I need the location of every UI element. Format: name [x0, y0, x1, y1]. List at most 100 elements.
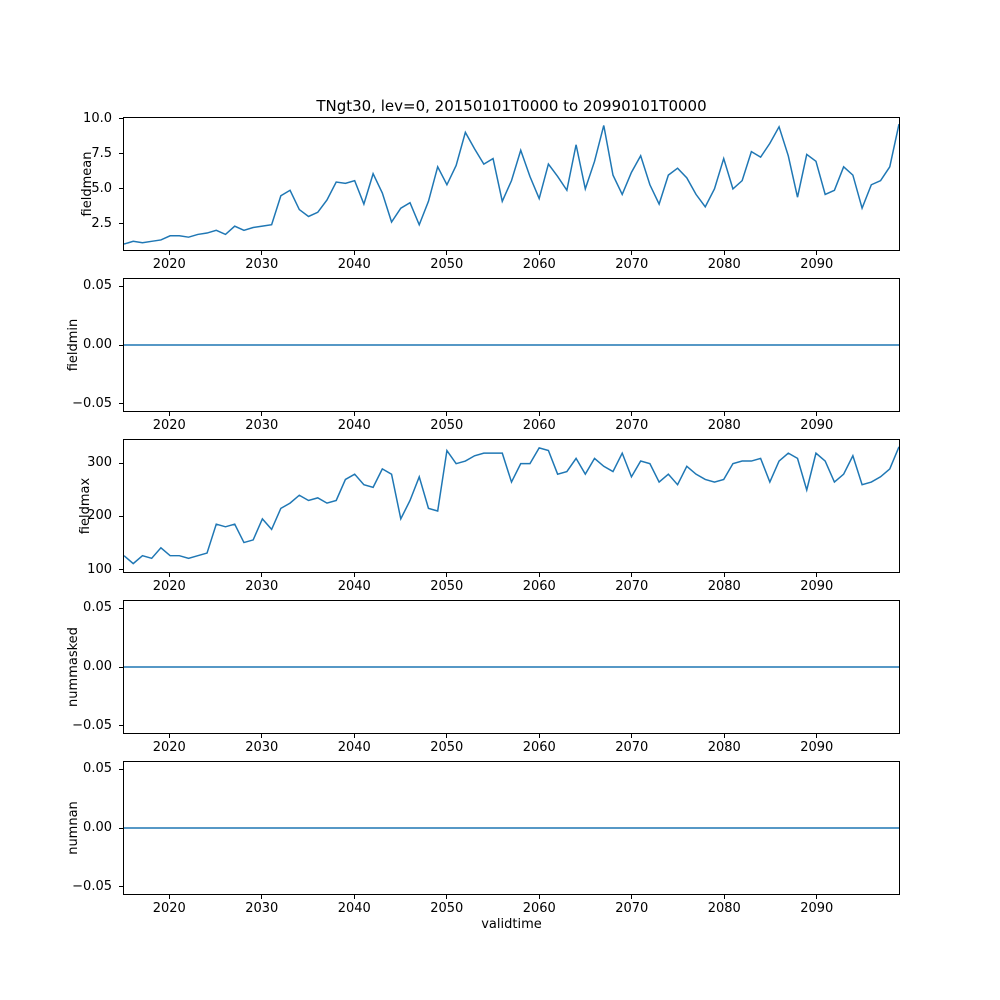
axes-fieldmax [123, 439, 900, 573]
axes-fieldmin [123, 278, 900, 412]
xtick-mark-numnan [168, 895, 170, 899]
xtick-label-fieldmax: 2040 [337, 579, 371, 594]
xtick-label-nummasked: 2090 [800, 740, 834, 755]
line-plot-fieldmean [124, 123, 899, 245]
ytick-label-fieldmax: 100 [87, 561, 112, 577]
xtick-label-fieldmax: 2030 [245, 579, 279, 594]
axes-fieldmean [123, 117, 900, 251]
xtick-mark-fieldmax [631, 573, 633, 577]
xtick-mark-fieldmin [446, 412, 448, 416]
xtick-mark-nummasked [168, 734, 170, 738]
xtick-label-fieldmax: 2070 [615, 579, 649, 594]
xtick-label-fieldmean: 2040 [337, 257, 371, 272]
xtick-mark-fieldmean [631, 251, 633, 255]
xtick-mark-numnan [723, 895, 725, 899]
y-axis-label-nummasked: nummasked [66, 627, 81, 707]
ytick-label-numnan: −0.05 [72, 878, 112, 894]
xtick-label-fieldmin: 2080 [707, 418, 741, 433]
line-plot-fieldmin [124, 344, 899, 346]
ytick-label-fieldmin: 0.05 [83, 278, 112, 294]
ytick-mark-numnan [119, 768, 123, 770]
xtick-mark-fieldmean [538, 251, 540, 255]
xtick-mark-fieldmax [168, 573, 170, 577]
ytick-mark-numnan [119, 827, 123, 829]
ytick-label-fieldmean: 5.0 [91, 180, 112, 196]
xtick-label-nummasked: 2030 [245, 740, 279, 755]
xtick-mark-fieldmean [723, 251, 725, 255]
ytick-mark-numnan [119, 886, 123, 888]
xtick-mark-fieldmin [538, 412, 540, 416]
ytick-mark-nummasked [119, 725, 123, 727]
xtick-mark-fieldmin [168, 412, 170, 416]
data-series-fieldmax [124, 446, 899, 565]
xtick-mark-nummasked [353, 734, 355, 738]
xtick-label-nummasked: 2050 [430, 740, 464, 755]
y-axis-label-fieldmax: fieldmax [78, 477, 93, 535]
xtick-mark-fieldmean [446, 251, 448, 255]
xtick-mark-numnan [261, 895, 263, 899]
xtick-label-fieldmin: 2090 [800, 418, 834, 433]
line-plot-nummasked [124, 666, 899, 668]
xtick-label-nummasked: 2060 [522, 740, 556, 755]
ytick-label-nummasked: 0.00 [83, 659, 112, 674]
xtick-mark-fieldmin [631, 412, 633, 416]
x-axis-label: validtime [481, 917, 542, 932]
xtick-mark-nummasked [631, 734, 633, 738]
xtick-mark-fieldmean [261, 251, 263, 255]
xtick-label-fieldmean: 2060 [522, 257, 556, 272]
xtick-label-numnan: 2040 [337, 901, 371, 916]
xtick-label-fieldmin: 2060 [522, 418, 556, 433]
ytick-mark-fieldmin [119, 344, 123, 346]
ytick-label-nummasked: 0.05 [83, 600, 112, 616]
ytick-label-numnan: 0.05 [83, 761, 112, 777]
xtick-label-numnan: 2060 [522, 901, 556, 916]
xtick-mark-fieldmax [723, 573, 725, 577]
xtick-mark-nummasked [723, 734, 725, 738]
xtick-mark-numnan [631, 895, 633, 899]
ytick-label-fieldmin: 0.00 [83, 337, 112, 352]
ytick-mark-nummasked [119, 666, 123, 668]
ytick-label-fieldmax: 300 [87, 455, 112, 471]
xtick-mark-fieldmin [353, 412, 355, 416]
y-axis-label-fieldmin: fieldmin [66, 318, 81, 372]
xtick-label-fieldmean: 2050 [430, 257, 464, 272]
axes-nummasked [123, 600, 900, 734]
xtick-label-fieldmean: 2080 [707, 257, 741, 272]
xtick-label-numnan: 2030 [245, 901, 279, 916]
xtick-mark-numnan [538, 895, 540, 899]
xtick-label-fieldmax: 2090 [800, 579, 834, 594]
line-plot-numnan [124, 827, 899, 829]
ytick-label-fieldmin: −0.05 [72, 395, 112, 411]
xtick-label-fieldmax: 2050 [430, 579, 464, 594]
xtick-label-fieldmin: 2040 [337, 418, 371, 433]
data-series-fieldmean [124, 123, 899, 245]
xtick-mark-fieldmean [816, 251, 818, 255]
ytick-mark-fieldmean [119, 223, 123, 225]
ytick-mark-fieldmax [119, 515, 123, 517]
ytick-mark-nummasked [119, 607, 123, 609]
xtick-mark-nummasked [816, 734, 818, 738]
ytick-mark-fieldmin [119, 285, 123, 287]
axes-numnan [123, 761, 900, 895]
ytick-label-numnan: 0.00 [83, 820, 112, 835]
xtick-label-fieldmax: 2060 [522, 579, 556, 594]
xtick-label-nummasked: 2020 [152, 740, 186, 755]
xtick-label-fieldmean: 2090 [800, 257, 834, 272]
xtick-label-fieldmean: 2030 [245, 257, 279, 272]
ytick-label-fieldmax: 200 [87, 508, 112, 524]
ytick-mark-fieldmean [119, 188, 123, 190]
xtick-label-fieldmin: 2050 [430, 418, 464, 433]
ytick-mark-fieldmax [119, 569, 123, 571]
xtick-mark-fieldmax [816, 573, 818, 577]
xtick-label-nummasked: 2080 [707, 740, 741, 755]
ytick-mark-fieldmean [119, 118, 123, 120]
y-axis-label-fieldmean: fieldmean [80, 151, 95, 217]
xtick-mark-fieldmin [816, 412, 818, 416]
xtick-mark-nummasked [261, 734, 263, 738]
ytick-label-nummasked: −0.05 [72, 717, 112, 733]
xtick-label-numnan: 2090 [800, 901, 834, 916]
ytick-label-fieldmean: 10.0 [83, 110, 112, 126]
xtick-label-fieldmin: 2070 [615, 418, 649, 433]
y-axis-label-numnan: numnan [66, 801, 81, 855]
